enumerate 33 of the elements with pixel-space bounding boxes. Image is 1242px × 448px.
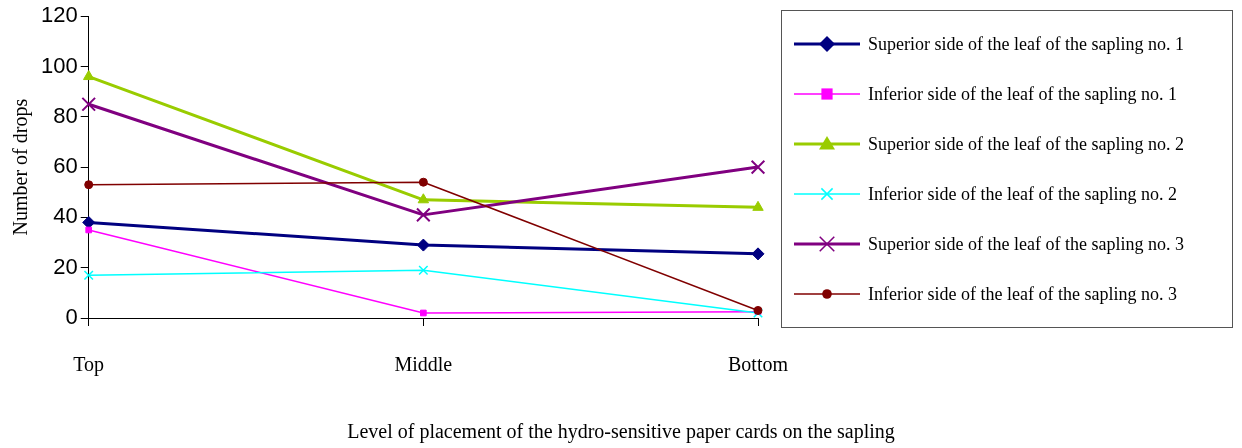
y-tick-label: 40 [53, 203, 78, 229]
point [751, 247, 765, 261]
point [84, 180, 94, 190]
point [85, 226, 93, 234]
y-tick-label: 0 [65, 304, 78, 330]
y-tick-label: 60 [53, 153, 78, 179]
x-tick-label: Middle [394, 353, 453, 376]
legend-label: Superior side of the leaf of the sapling no. 3 [868, 233, 1184, 255]
x-axis-title: Level of placement of the hydro-sensitive paper cards on the sapling [346, 420, 896, 443]
point [415, 207, 431, 223]
point [83, 70, 95, 81]
y-axis-title: Number of drops [9, 98, 33, 236]
point [420, 309, 427, 317]
point [417, 193, 430, 204]
point [81, 96, 97, 112]
legend-label: Inferior side of the leaf of the sapling no. 2 [868, 183, 1177, 205]
point [83, 270, 94, 281]
legend-label: Superior side of the leaf of the sapling no. 2 [868, 133, 1184, 155]
point [752, 200, 764, 211]
point [82, 215, 96, 229]
point [750, 159, 766, 175]
legend-label: Inferior side of the leaf of the sapling no. 3 [868, 283, 1177, 305]
point [416, 238, 430, 252]
point [418, 177, 428, 187]
x-tick-label: Bottom [727, 353, 789, 376]
point [418, 265, 429, 276]
x-tick-label: Top [73, 353, 105, 377]
y-tick-label: 20 [53, 253, 78, 279]
y-tick-label: 80 [53, 102, 78, 128]
legend-label: Superior side of the leaf of the sapling no. 1 [868, 33, 1184, 55]
legend-label: Inferior side of the leaf of the sapling no. 1 [868, 83, 1177, 105]
y-tick-label: 120 [40, 2, 78, 28]
y-tick-label: 100 [40, 52, 78, 78]
